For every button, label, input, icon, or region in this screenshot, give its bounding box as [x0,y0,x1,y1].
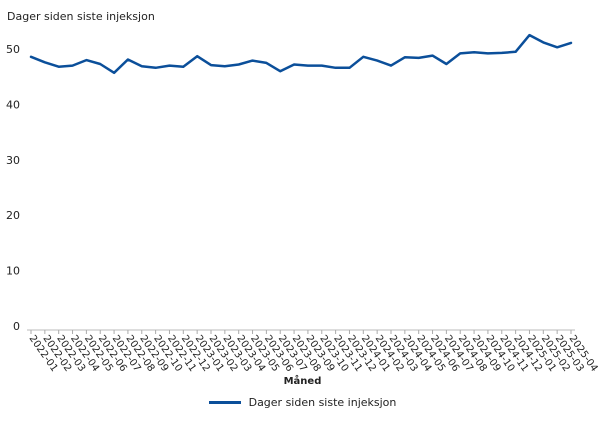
y-tick-label: 10 [6,265,20,278]
y-tick-label: 30 [6,154,20,167]
legend: Dager siden siste injeksjon [0,396,605,409]
y-tick-label: 20 [6,209,20,222]
y-tick-label: 40 [6,98,20,111]
legend-label: Dager siden siste injeksjon [248,396,397,409]
y-tick-label: 50 [6,43,20,56]
legend-line-swatch [208,401,241,404]
chart-title: Dager siden siste injeksjon [7,10,155,23]
data-series-line [29,33,573,75]
x-axis-title: Måned [283,376,322,387]
y-tick-label: 0 [13,320,20,333]
